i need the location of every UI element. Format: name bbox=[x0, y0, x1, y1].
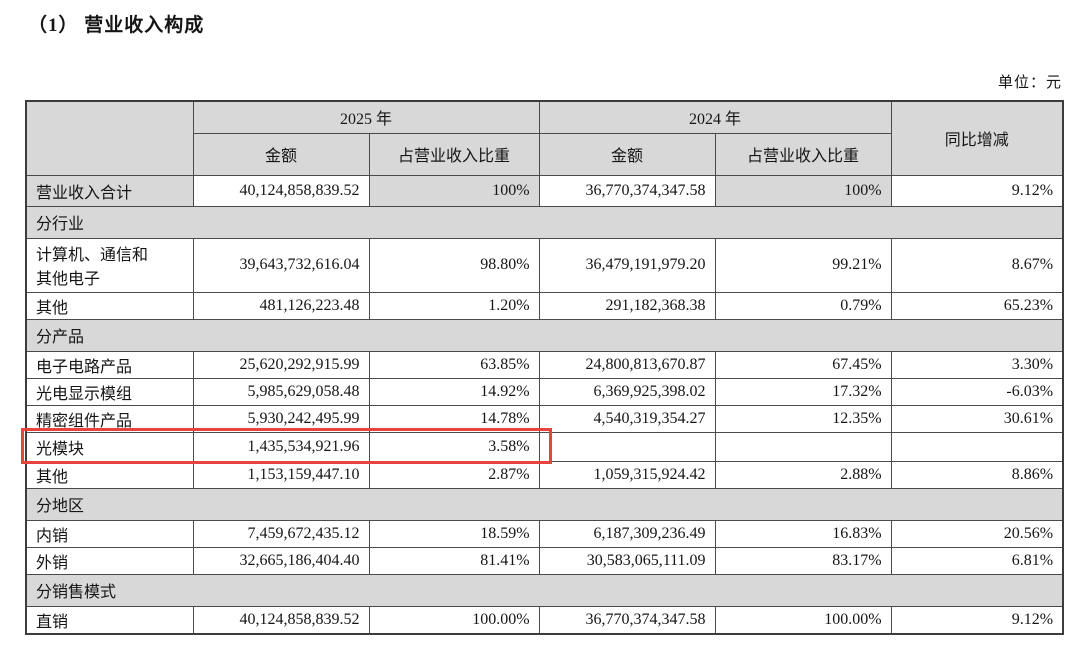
table-row-total: 营业收入合计 40,124,858,839.52 100% 36,770,374… bbox=[25, 174, 1064, 207]
yoy-cell: 20.56% bbox=[890, 519, 1064, 548]
ratio-2024-cell: 12.35% bbox=[714, 404, 892, 433]
yoy-cell: 3.30% bbox=[890, 350, 1064, 379]
yoy-cell bbox=[890, 431, 1064, 462]
amount-2024-cell: 6,369,925,398.02 bbox=[538, 377, 716, 406]
section-label: 分地区 bbox=[25, 487, 1064, 521]
amount-2025-cell: 25,620,292,915.99 bbox=[192, 350, 370, 379]
amount-2025-cell: 1,153,159,447.10 bbox=[192, 460, 370, 489]
ratio-2024-cell: 2.88% bbox=[714, 460, 892, 489]
amount-2024-cell: 4,540,319,354.27 bbox=[538, 404, 716, 433]
section-row-industry: 分行业 bbox=[25, 205, 1064, 239]
page-title: （1） 营业收入构成 bbox=[28, 15, 205, 36]
amount-2025-cell: 1,435,534,921.96 bbox=[192, 431, 370, 462]
header-ratio-2025: 占营业收入比重 bbox=[368, 132, 540, 176]
corner-cell bbox=[25, 100, 194, 176]
yoy-cell: 6.81% bbox=[890, 546, 1064, 575]
yoy-cell: 65.23% bbox=[890, 291, 1064, 320]
ratio-2024-cell: 100.00% bbox=[714, 605, 892, 634]
row-label: 计算机、通信和 其他电子 bbox=[25, 237, 194, 293]
ratio-2024-cell: 17.32% bbox=[714, 377, 892, 406]
ratio-2025-cell: 14.92% bbox=[368, 377, 540, 406]
ratio-2025-cell: 63.85% bbox=[368, 350, 540, 379]
amount-2024-cell: 36,479,191,979.20 bbox=[538, 237, 716, 293]
ratio-2024-cell bbox=[714, 431, 892, 462]
amount-2024-cell: 291,182,368.38 bbox=[538, 291, 716, 320]
amount-2024-cell: 1,059,315,924.42 bbox=[538, 460, 716, 489]
ratio-2024-cell: 67.45% bbox=[714, 350, 892, 379]
table-row-optical-module: 光模块 1,435,534,921.96 3.58% bbox=[25, 431, 1064, 462]
amount-2024-cell: 24,800,813,670.87 bbox=[538, 350, 716, 379]
ratio-2024-cell: 16.83% bbox=[714, 519, 892, 548]
table-row: 其他 481,126,223.48 1.20% 291,182,368.38 0… bbox=[25, 291, 1064, 320]
row-label: 外销 bbox=[25, 546, 194, 575]
revenue-composition-table-wrap: 2025 年 2024 年 同比增减 金额 占营业收入比重 金额 占营业收入比重… bbox=[21, 100, 1065, 635]
amount-2024-cell: 36,770,374,347.58 bbox=[538, 605, 716, 634]
ratio-2025-cell: 3.58% bbox=[368, 431, 540, 462]
header-year-2025: 2025 年 bbox=[192, 100, 540, 134]
amount-2025-cell: 32,665,186,404.40 bbox=[192, 546, 370, 575]
header-amount-2025: 金额 bbox=[192, 132, 370, 176]
row-label: 营业收入合计 bbox=[25, 174, 194, 207]
header-yoy: 同比增减 bbox=[890, 100, 1064, 176]
table-row: 其他 1,153,159,447.10 2.87% 1,059,315,924.… bbox=[25, 460, 1064, 489]
yoy-cell: 9.12% bbox=[890, 174, 1064, 207]
section-row-product: 分产品 bbox=[25, 318, 1064, 352]
ratio-2025-cell: 100% bbox=[368, 174, 540, 207]
section-label: 分销售模式 bbox=[25, 573, 1064, 607]
revenue-composition-table: 2025 年 2024 年 同比增减 金额 占营业收入比重 金额 占营业收入比重… bbox=[25, 100, 1065, 635]
ratio-2025-cell: 1.20% bbox=[368, 291, 540, 320]
amount-2024-cell: 36,770,374,347.58 bbox=[538, 174, 716, 207]
section-label: 分行业 bbox=[25, 205, 1064, 239]
yoy-cell: -6.03% bbox=[890, 377, 1064, 406]
table-row: 光电显示模组 5,985,629,058.48 14.92% 6,369,925… bbox=[25, 377, 1064, 406]
ratio-2025-cell: 14.78% bbox=[368, 404, 540, 433]
row-label: 光电显示模组 bbox=[25, 377, 194, 406]
table-row: 直销 40,124,858,839.52 100.00% 36,770,374,… bbox=[25, 605, 1064, 634]
table-row: 电子电路产品 25,620,292,915.99 63.85% 24,800,8… bbox=[25, 350, 1064, 379]
section-row-region: 分地区 bbox=[25, 487, 1064, 521]
row-label: 其他 bbox=[25, 291, 194, 320]
amount-2025-cell: 40,124,858,839.52 bbox=[192, 605, 370, 634]
table-row: 精密组件产品 5,930,242,495.99 14.78% 4,540,319… bbox=[25, 404, 1064, 433]
section-row-sales-model: 分销售模式 bbox=[25, 573, 1064, 607]
amount-2025-cell: 5,985,629,058.48 bbox=[192, 377, 370, 406]
ratio-2024-cell: 0.79% bbox=[714, 291, 892, 320]
header-amount-2024: 金额 bbox=[538, 132, 716, 176]
yoy-cell: 8.86% bbox=[890, 460, 1064, 489]
row-label: 精密组件产品 bbox=[25, 404, 194, 433]
row-label: 光模块 bbox=[25, 431, 194, 462]
amount-2024-cell bbox=[538, 431, 716, 462]
ratio-2024-cell: 99.21% bbox=[714, 237, 892, 293]
row-label: 内销 bbox=[25, 519, 194, 548]
header-row-years: 2025 年 2024 年 同比增减 bbox=[25, 100, 1064, 176]
ratio-2025-cell: 81.41% bbox=[368, 546, 540, 575]
amount-2025-cell: 481,126,223.48 bbox=[192, 291, 370, 320]
table-row: 计算机、通信和 其他电子 39,643,732,616.04 98.80% 36… bbox=[25, 237, 1064, 293]
yoy-cell: 30.61% bbox=[890, 404, 1064, 433]
ratio-2024-cell: 100% bbox=[714, 174, 892, 207]
section-label: 分产品 bbox=[25, 318, 1064, 352]
row-label: 电子电路产品 bbox=[25, 350, 194, 379]
header-row-metrics: 金额 占营业收入比重 金额 占营业收入比重 bbox=[26, 132, 1063, 176]
amount-2025-cell: 40,124,858,839.52 bbox=[192, 174, 370, 207]
amount-2024-cell: 30,583,065,111.09 bbox=[538, 546, 716, 575]
yoy-cell: 8.67% bbox=[890, 237, 1064, 293]
ratio-2025-cell: 98.80% bbox=[368, 237, 540, 293]
yoy-cell: 9.12% bbox=[890, 605, 1064, 634]
amount-2025-cell: 5,930,242,495.99 bbox=[192, 404, 370, 433]
header-year-2024: 2024 年 bbox=[538, 100, 892, 134]
unit-label: 单位：元 bbox=[997, 75, 1062, 91]
ratio-2025-cell: 18.59% bbox=[368, 519, 540, 548]
table-row: 外销 32,665,186,404.40 81.41% 30,583,065,1… bbox=[25, 546, 1064, 575]
row-label: 其他 bbox=[25, 460, 194, 489]
amount-2025-cell: 7,459,672,435.12 bbox=[192, 519, 370, 548]
row-label: 直销 bbox=[25, 605, 194, 634]
ratio-2024-cell: 83.17% bbox=[714, 546, 892, 575]
table-row: 内销 7,459,672,435.12 18.59% 6,187,309,236… bbox=[25, 519, 1064, 548]
ratio-2025-cell: 100.00% bbox=[368, 605, 540, 634]
header-ratio-2024: 占营业收入比重 bbox=[714, 132, 892, 176]
ratio-2025-cell: 2.87% bbox=[368, 460, 540, 489]
amount-2024-cell: 6,187,309,236.49 bbox=[538, 519, 716, 548]
amount-2025-cell: 39,643,732,616.04 bbox=[192, 237, 370, 293]
